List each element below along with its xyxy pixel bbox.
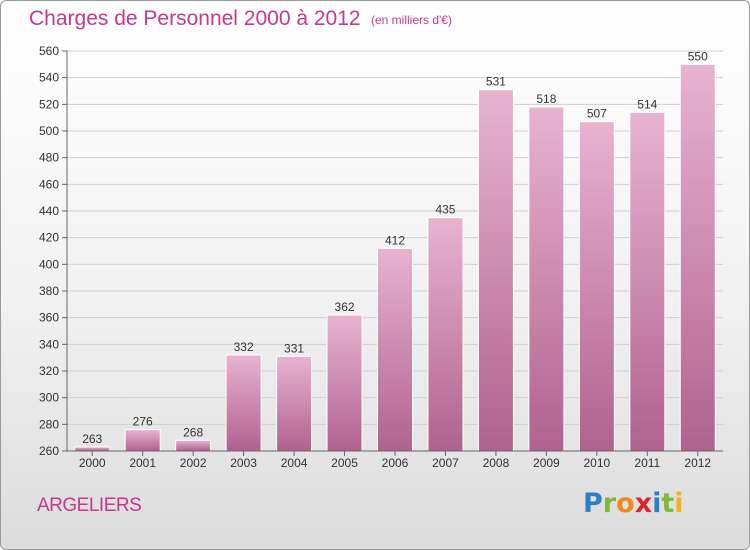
x-tick-label: 2006	[382, 456, 409, 470]
x-tick-label: 2012	[684, 456, 711, 470]
y-tick-label: 500	[39, 124, 59, 138]
y-tick-label: 480	[39, 151, 59, 165]
x-tick-label: 2001	[129, 456, 156, 470]
bar	[629, 111, 666, 452]
y-tick-label: 400	[39, 257, 59, 271]
bar-value-label: 263	[82, 432, 102, 446]
y-tick-label: 280	[39, 417, 59, 431]
bar	[225, 354, 262, 452]
logo-letter: i	[674, 488, 684, 519]
bar-value-label: 550	[688, 49, 708, 63]
bar	[74, 446, 111, 452]
y-tick-label: 440	[39, 204, 59, 218]
bar	[679, 63, 716, 452]
bars	[74, 63, 716, 452]
x-tick-label: 2007	[432, 456, 459, 470]
x-tick-label: 2004	[281, 456, 308, 470]
bar-value-label: 514	[637, 97, 657, 111]
bar	[124, 429, 161, 452]
x-tick-label: 2010	[583, 456, 610, 470]
bar-value-label: 518	[536, 92, 556, 106]
y-tick-label: 540	[39, 71, 59, 85]
x-tick-label: 2000	[79, 456, 106, 470]
bar-value-label: 268	[183, 425, 203, 439]
bar	[528, 106, 565, 452]
x-tick-label: 2011	[634, 456, 660, 470]
bar	[326, 314, 363, 452]
logo-letter: r	[602, 488, 617, 519]
bar-value-label: 531	[486, 75, 506, 89]
bar	[477, 89, 514, 452]
bar	[377, 247, 413, 452]
bar-value-label: 362	[335, 300, 355, 314]
x-tick-label: 2008	[483, 456, 510, 470]
bar-value-label: 435	[435, 203, 455, 217]
bar-value-label: 332	[234, 340, 254, 354]
chart-subtitle: (en milliers d'€)	[371, 13, 452, 27]
bar-value-label: 331	[284, 341, 304, 355]
y-tick-label: 360	[39, 311, 59, 325]
y-tick-label: 380	[39, 284, 59, 298]
y-tick-label: 320	[39, 364, 59, 378]
bar-value-label: 507	[587, 107, 607, 121]
proxiti-logo: Proxiti	[583, 488, 684, 519]
chart-title: Charges de Personnel 2000 à 2012	[29, 7, 361, 30]
bar-value-label: 276	[133, 415, 153, 429]
location-name: ARGELIERS	[37, 495, 142, 516]
bar	[578, 121, 615, 452]
x-tick-label: 2002	[180, 456, 207, 470]
y-tick-label: 520	[39, 97, 59, 111]
y-tick-label: 340	[39, 337, 59, 351]
y-tick-label: 560	[39, 44, 59, 58]
axes: 260 280 300 320 340 360 380 400 420 440 460 480 500 5…	[39, 44, 723, 458]
logo-letter: t	[661, 488, 675, 519]
bar	[276, 355, 313, 452]
y-tick-label: 260	[39, 444, 59, 458]
bar	[175, 439, 212, 452]
x-tick-label: 2009	[533, 456, 560, 470]
logo-letter: P	[583, 488, 603, 519]
labels: 263 2000 276 2001 268 2002 332 2003 331 2004 362 20…	[79, 49, 712, 470]
logo-letter: o	[616, 488, 635, 519]
x-tick-label: 2005	[331, 456, 358, 470]
bar	[427, 217, 464, 452]
bar-value-label: 412	[385, 233, 405, 247]
y-tick-label: 300	[39, 391, 59, 405]
x-tick-label: 2003	[230, 456, 257, 470]
y-tick-label: 420	[39, 231, 59, 245]
logo-letter: x	[634, 488, 653, 519]
logo-letter: i	[652, 488, 662, 519]
y-tick-label: 460	[39, 177, 59, 191]
